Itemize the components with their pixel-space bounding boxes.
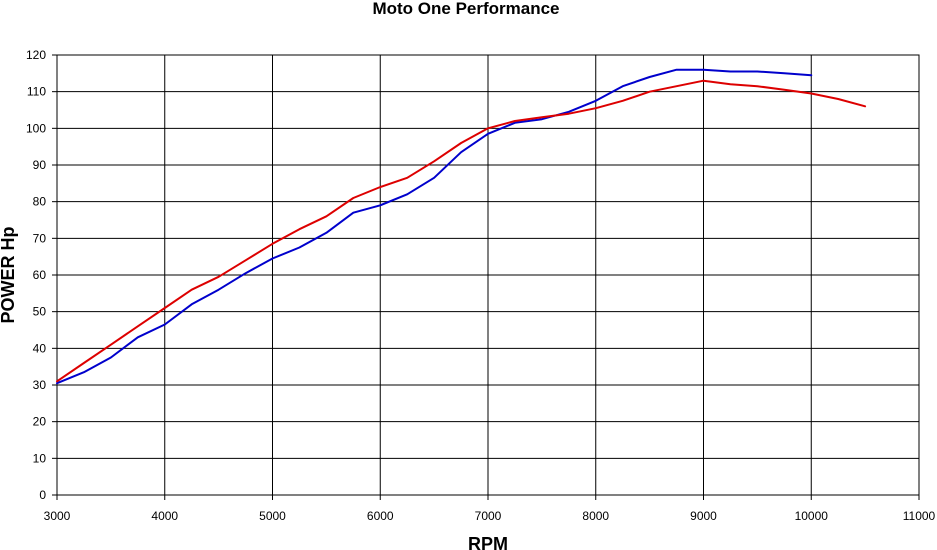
y-tick-label: 70: [33, 231, 47, 245]
x-tick-label: 4000: [151, 509, 178, 523]
y-tick-label: 110: [27, 85, 46, 99]
y-tick-label: 40: [33, 341, 47, 355]
y-tick-label: 0: [39, 488, 46, 502]
y-tick-label: 30: [33, 378, 47, 392]
axis-ticks: [52, 54, 920, 500]
y-axis-tick-labels: 0 10 20 30 40 50 60 70 80 90 100 110 120: [26, 48, 46, 502]
x-tick-label: 5000: [259, 509, 286, 523]
series-line-2: [56, 79, 867, 383]
y-tick-label: 90: [33, 158, 47, 172]
y-axis-label: POWER Hp: [0, 226, 18, 323]
x-axis-label: RPM: [468, 534, 508, 550]
y-tick-label: 10: [33, 451, 47, 465]
x-axis-tick-labels: 3000 4000 5000 6000 7000 8000 9000 10000 11000: [44, 509, 936, 523]
y-tick-label: 100: [26, 121, 46, 135]
y-tick-label: 20: [33, 415, 47, 429]
x-tick-label: 7000: [475, 509, 502, 523]
x-tick-label: 11000: [903, 509, 936, 523]
gridlines: [56, 54, 920, 496]
x-tick-label: 8000: [582, 509, 609, 523]
y-tick-label: 60: [33, 268, 47, 282]
x-tick-label: 9000: [690, 509, 717, 523]
series-lines: [56, 68, 867, 385]
x-tick-label: 6000: [367, 509, 394, 523]
series-line-1: [56, 68, 813, 385]
x-tick-label: 3000: [44, 509, 71, 523]
y-tick-label: 50: [33, 305, 47, 319]
y-tick-label: 80: [33, 195, 47, 209]
y-tick-label: 120: [26, 48, 46, 62]
x-tick-label: 10000: [795, 509, 829, 523]
chart-title: Moto One Performance: [372, 0, 559, 18]
